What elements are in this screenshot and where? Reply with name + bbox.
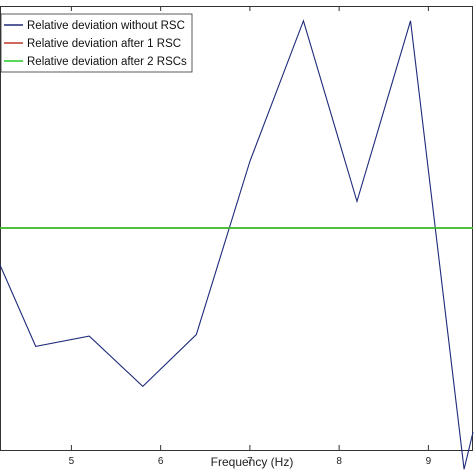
x-tick-label: 6 <box>158 456 164 467</box>
x-tick-label: 9 <box>426 456 432 467</box>
x-axis-ticks: 5 6 7 8 9 <box>69 6 432 467</box>
x-axis-label: Frequency (Hz) <box>211 455 294 469</box>
x-tick-label: 7 <box>247 456 253 467</box>
legend: Relative deviation without RSC Relative d… <box>0 13 193 73</box>
x-tick-label: 5 <box>69 456 75 467</box>
legend-box <box>0 13 193 73</box>
x-tick-label: 8 <box>336 456 342 467</box>
legend-entry-1: Relative deviation without RSC <box>27 20 185 32</box>
series-layer <box>0 19 474 470</box>
legend-entry-2: Relative deviation after 1 RSC <box>27 38 181 50</box>
series-line-1 <box>0 19 474 470</box>
legend-entry-3: Relative deviation after 2 RSCs <box>27 56 187 68</box>
